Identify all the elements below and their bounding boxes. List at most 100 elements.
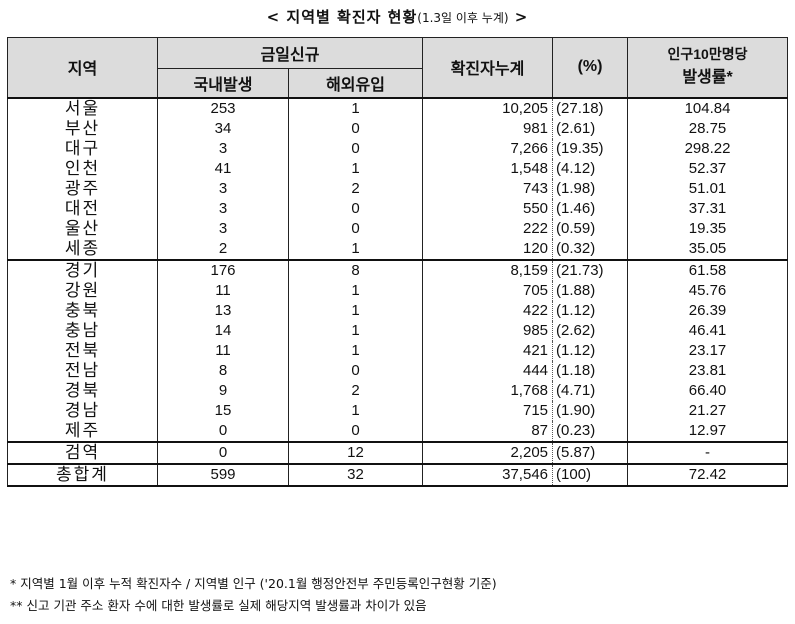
domestic-cell: 11 [157,280,289,301]
cumulative-cell: 8,159 [422,258,553,281]
region-cell: 부산 [7,118,158,139]
pct-cell: (2.61) [552,118,629,139]
domestic-cell: 8 [157,360,289,381]
cumulative-cell: 1,548 [422,158,553,179]
overseas-cell: 0 [287,118,424,139]
region-cell: 검역 [7,440,158,464]
domestic-cell: 253 [157,96,289,119]
rate-cell: 23.81 [627,360,789,381]
overseas-cell: 0 [287,420,424,442]
domestic-cell: 15 [157,400,289,421]
cumulative-cell: 1,768 [422,380,553,401]
pct-cell: (1.46) [552,198,629,219]
footnote-2: ** 신고 기관 주소 환자 수에 대한 발생률로 실제 해당지역 발생률과 차… [10,598,427,613]
header-today-new: 금일신규 [156,37,424,69]
cumulative-cell: 87 [422,420,553,442]
region-cell: 전남 [7,360,158,381]
pct-cell: (21.73) [552,258,629,281]
cumulative-cell: 37,546 [422,462,553,487]
table-row: 광주 3 2 743 (1.98) 51.01 [7,178,789,199]
table-row: 전남 8 0 444 (1.18) 23.81 [7,360,789,381]
domestic-cell: 41 [157,158,289,179]
domestic-cell: 0 [157,420,289,442]
region-cell: 세종 [7,238,158,260]
header-pct: (%) [552,37,629,98]
overseas-cell: 1 [287,96,424,119]
overseas-cell: 1 [287,300,424,321]
domestic-cell: 3 [157,198,289,219]
regional-cases-table: 지역 금일신규 확진자누계 (%) 인구10만명당 발생률* 국내발생 해외유입… [7,37,789,487]
region-cell: 총합계 [7,462,158,487]
domestic-cell: 34 [157,118,289,139]
domestic-cell: 176 [157,258,289,281]
header-rate: 인구10만명당 발생률* [627,37,789,98]
table-row: 검역 0 12 2,205 (5.87) - [7,440,789,464]
region-cell: 경기 [7,258,158,281]
region-cell: 울산 [7,218,158,239]
rate-cell: 52.37 [627,158,789,179]
table-row: 대전 3 0 550 (1.46) 37.31 [7,198,789,219]
pct-cell: (0.59) [552,218,629,239]
region-cell: 광주 [7,178,158,199]
domestic-cell: 0 [157,440,289,464]
pct-cell: (1.12) [552,340,629,361]
table-row: 충남 14 1 985 (2.62) 46.41 [7,320,789,341]
pct-cell: (27.18) [552,96,629,119]
overseas-cell: 32 [287,462,424,487]
domestic-cell: 3 [157,138,289,159]
table-row: 인천 41 1 1,548 (4.12) 52.37 [7,158,789,179]
rate-cell: 51.01 [627,178,789,199]
rate-cell: 72.42 [627,462,789,487]
cumulative-cell: 981 [422,118,553,139]
domestic-cell: 3 [157,218,289,239]
rate-cell: 23.17 [627,340,789,361]
overseas-cell: 12 [287,440,424,464]
domestic-cell: 14 [157,320,289,341]
table-row: 부산 34 0 981 (2.61) 28.75 [7,118,789,139]
overseas-cell: 1 [287,158,424,179]
table-row: 울산 3 0 222 (0.59) 19.35 [7,218,789,239]
title-end: > [508,8,529,26]
title-sub: (1.3일 이후 누계) [417,11,509,25]
cumulative-cell: 715 [422,400,553,421]
header-region: 지역 [7,37,158,98]
overseas-cell: 0 [287,218,424,239]
rate-cell: 104.84 [627,96,789,119]
rate-cell: 298.22 [627,138,789,159]
table-row: 경남 15 1 715 (1.90) 21.27 [7,400,789,421]
region-cell: 전북 [7,340,158,361]
table-body: 서울 253 1 10,205 (27.18) 104.84 부산 34 0 981 (2.61) 2… [7,96,789,487]
pct-cell: (1.18) [552,360,629,381]
rate-cell: 26.39 [627,300,789,321]
cumulative-cell: 985 [422,320,553,341]
cumulative-cell: 743 [422,178,553,199]
cumulative-cell: 421 [422,340,553,361]
domestic-cell: 11 [157,340,289,361]
header-domestic: 국내발생 [157,68,289,98]
pct-cell: (4.12) [552,158,629,179]
header-cumulative: 확진자누계 [422,37,554,98]
cumulative-cell: 222 [422,218,553,239]
region-cell: 강원 [7,280,158,301]
table-row: 경기 176 8 8,159 (21.73) 61.58 [7,258,789,281]
cumulative-cell: 705 [422,280,553,301]
title-main: < 지역별 확진자 현황 [266,8,418,26]
domestic-cell: 13 [157,300,289,321]
table-row: 총합계 599 32 37,546 (100) 72.42 [7,462,789,487]
pct-cell: (100) [552,462,629,487]
table-row: 전북 11 1 421 (1.12) 23.17 [7,340,789,361]
pct-cell: (2.62) [552,320,629,341]
overseas-cell: 8 [287,258,424,281]
pct-cell: (1.98) [552,178,629,199]
header-rate-line1: 인구10만명당 [667,46,748,63]
table-row: 강원 11 1 705 (1.88) 45.76 [7,280,789,301]
overseas-cell: 0 [287,138,424,159]
cumulative-cell: 422 [422,300,553,321]
overseas-cell: 1 [287,320,424,341]
rate-cell: 61.58 [627,258,789,281]
pct-cell: (19.35) [552,138,629,159]
region-cell: 충북 [7,300,158,321]
pct-cell: (1.12) [552,300,629,321]
rate-cell: 66.40 [627,380,789,401]
overseas-cell: 0 [287,360,424,381]
